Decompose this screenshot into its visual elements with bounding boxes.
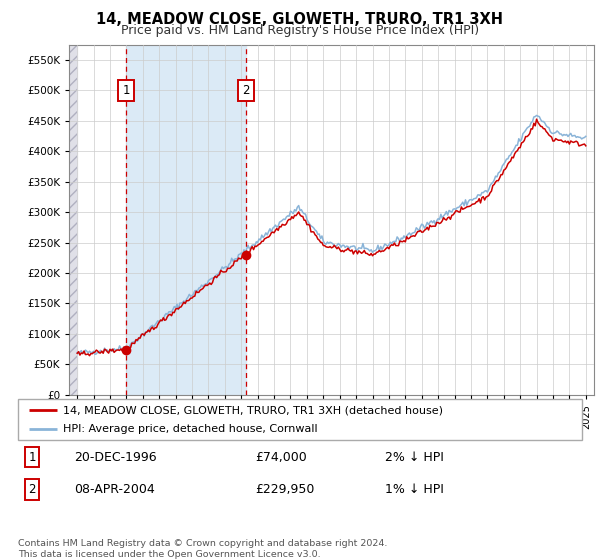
Text: 2: 2 [242, 84, 250, 97]
Text: 08-APR-2004: 08-APR-2004 [74, 483, 155, 496]
FancyBboxPatch shape [18, 399, 582, 440]
Text: £229,950: £229,950 [255, 483, 314, 496]
Text: 1: 1 [28, 450, 36, 464]
Text: HPI: Average price, detached house, Cornwall: HPI: Average price, detached house, Corn… [63, 424, 318, 434]
Text: 2: 2 [28, 483, 36, 496]
Text: Contains HM Land Registry data © Crown copyright and database right 2024.
This d: Contains HM Land Registry data © Crown c… [18, 539, 388, 559]
Text: 20-DEC-1996: 20-DEC-1996 [74, 450, 157, 464]
Text: 14, MEADOW CLOSE, GLOWETH, TRURO, TR1 3XH (detached house): 14, MEADOW CLOSE, GLOWETH, TRURO, TR1 3X… [63, 405, 443, 416]
Bar [126, 45, 245, 395]
Bar [69, 45, 77, 395]
Text: 2% ↓ HPI: 2% ↓ HPI [385, 450, 443, 464]
Text: 1: 1 [122, 84, 130, 97]
Text: Price paid vs. HM Land Registry's House Price Index (HPI): Price paid vs. HM Land Registry's House … [121, 24, 479, 36]
Bar [69, 45, 77, 395]
Text: 14, MEADOW CLOSE, GLOWETH, TRURO, TR1 3XH: 14, MEADOW CLOSE, GLOWETH, TRURO, TR1 3X… [97, 12, 503, 27]
Text: 1% ↓ HPI: 1% ↓ HPI [385, 483, 443, 496]
Text: £74,000: £74,000 [255, 450, 307, 464]
